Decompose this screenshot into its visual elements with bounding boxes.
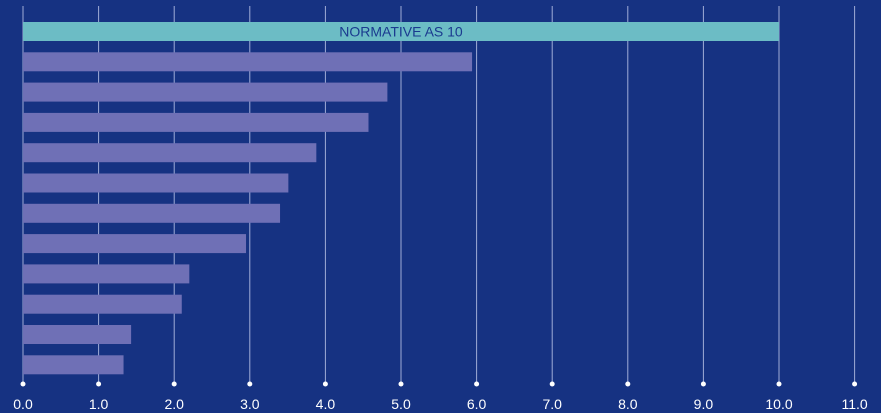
x-tick-label: 9.0 (694, 396, 714, 412)
tick-dot (474, 381, 480, 387)
tick-dot (700, 381, 706, 387)
bar (23, 294, 182, 314)
bar (23, 173, 289, 193)
tick-dot (398, 381, 404, 387)
x-tick-label: 8.0 (618, 396, 638, 412)
bar (23, 203, 281, 223)
x-tick-label: 7.0 (542, 396, 562, 412)
tick-dot (247, 381, 253, 387)
x-axis: 0.0 1.0 2.0 3.0 4.0 5.0 6.0 7.0 8.0 9.0 10.0 11.0 (13, 381, 868, 412)
x-tick-label: 5.0 (391, 396, 411, 412)
bar (23, 234, 247, 254)
tick-dot (852, 381, 858, 387)
x-tick-label: 0.0 (13, 396, 33, 412)
bar (23, 82, 388, 102)
tick-dot (625, 381, 631, 387)
tick-dot (322, 381, 328, 387)
bar (23, 112, 369, 132)
bars: NORMATIVE AS 10 (23, 22, 779, 375)
bar (23, 355, 124, 375)
x-tick-label: 11.0 (841, 396, 867, 412)
bar (23, 52, 473, 72)
bar (23, 325, 132, 344)
tick-dot (171, 381, 177, 387)
tick-dot (20, 381, 26, 387)
x-tick-label: 2.0 (164, 396, 184, 412)
tick-dot (776, 381, 782, 387)
x-tick-label: 1.0 (89, 396, 109, 412)
tick-dot (96, 381, 102, 387)
x-tick-label: 6.0 (467, 396, 487, 412)
bar (23, 143, 317, 163)
x-tick-label: 3.0 (240, 396, 260, 412)
x-tick-label: 10.0 (765, 396, 792, 412)
bar-normative (23, 22, 779, 41)
tick-dot (549, 381, 555, 387)
x-tick-label: 4.0 (316, 396, 336, 412)
bar (23, 264, 190, 284)
bar-annotation-label: NORMATIVE AS 10 (339, 24, 463, 40)
